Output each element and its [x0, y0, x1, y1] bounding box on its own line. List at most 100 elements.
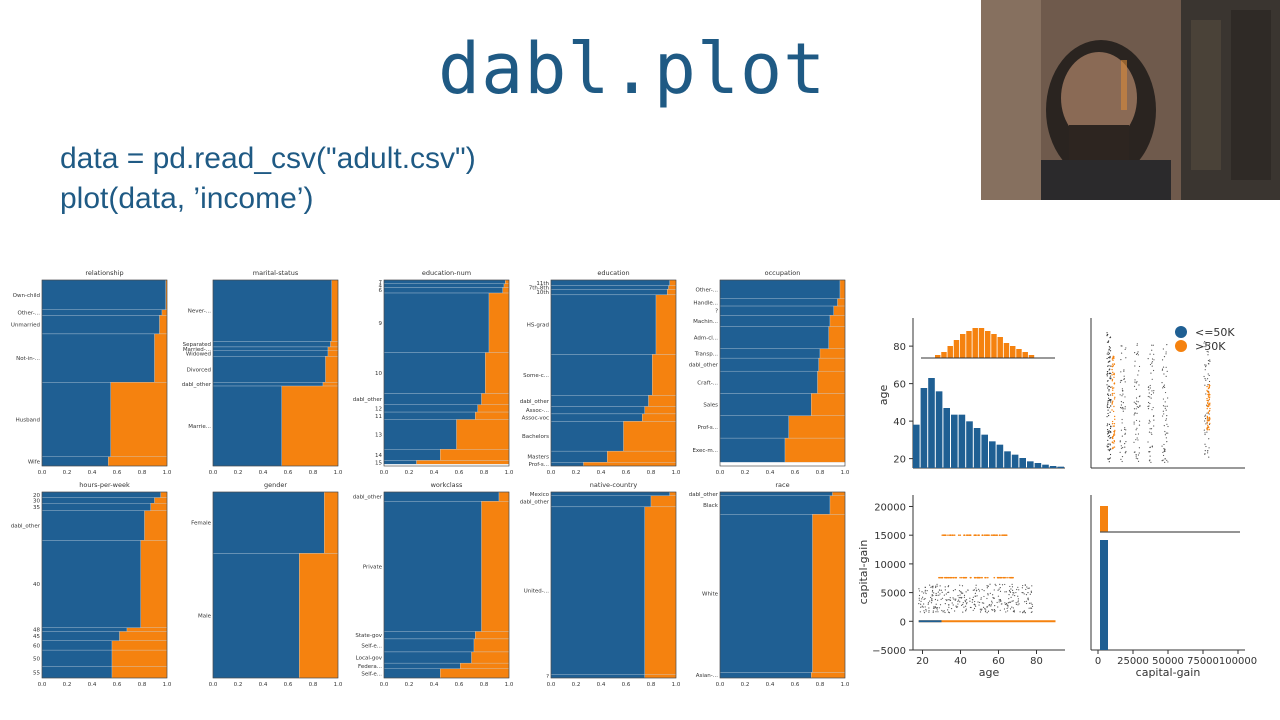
- legend: <=50K >50K: [1175, 326, 1235, 353]
- mosaic-bar-blue: [550, 450, 608, 463]
- scatter-point: [1009, 585, 1011, 588]
- scatter-point: [1122, 406, 1124, 409]
- scatter-point: [933, 592, 935, 594]
- scatter-point: [991, 602, 993, 604]
- mosaic-bar-blue: [383, 651, 472, 664]
- scatter-point: [1151, 433, 1153, 435]
- scatter-point: [1151, 344, 1153, 346]
- scatter-point: [955, 598, 957, 600]
- scatter-point: [975, 584, 977, 586]
- mosaic-bar-blue: [212, 341, 331, 348]
- scatter-point: [993, 589, 995, 591]
- scatter-point-orange: [1111, 436, 1114, 438]
- scatter-point: [1005, 591, 1008, 593]
- scatter-point: [1149, 446, 1151, 449]
- scatter-point: [1004, 591, 1006, 593]
- mosaic-plots: relationship Own-child Other-... Unmarried N…: [11, 269, 850, 688]
- mosaic-panel-race: race dabl_other Black White Asian-... 0.0 0.2 0…: [689, 481, 850, 688]
- scatter-point: [928, 607, 930, 609]
- scatter-point: [1133, 414, 1135, 416]
- scatter-point: [1139, 404, 1141, 407]
- mosaic-bar-orange: [322, 382, 339, 387]
- scatter-point: [1166, 415, 1168, 417]
- mosaic-category-label: dabl_other: [689, 492, 719, 498]
- scatter-point: [1108, 450, 1111, 452]
- scatter-point-orange: [949, 576, 951, 579]
- mosaic-bar-orange: [485, 352, 510, 394]
- scatter-point: [1133, 401, 1135, 403]
- mosaic-bar-blue: [719, 326, 829, 349]
- scatter-point: [1124, 348, 1126, 351]
- scatter-point: [934, 598, 937, 601]
- scatter-point: [1207, 351, 1209, 353]
- scatter-point: [973, 607, 976, 610]
- scatter-point: [1148, 460, 1151, 462]
- scatter-point: [961, 596, 963, 599]
- scatter-point: [1109, 347, 1111, 349]
- scatter-point: [1204, 443, 1206, 445]
- mosaic-bar-orange: [299, 553, 339, 679]
- scatter-point: [1161, 382, 1163, 384]
- scatter-point: [965, 599, 968, 601]
- mosaic-bar-blue: [550, 354, 653, 396]
- scatter-point: [1136, 344, 1138, 347]
- scatter-point: [954, 589, 956, 591]
- scatter-point: [1151, 445, 1153, 447]
- mosaic-category-label: dabl_other: [520, 399, 550, 405]
- mosaic-bar-orange: [471, 651, 510, 664]
- scatter-point-orange: [1208, 396, 1211, 398]
- mosaic-bar-orange: [111, 649, 168, 667]
- scatter-point: [1207, 359, 1210, 362]
- scatter-point: [1134, 412, 1136, 414]
- scatter-point-orange: [1208, 429, 1210, 431]
- scatter-point: [999, 598, 1001, 601]
- age-x-tick: 20: [916, 656, 929, 667]
- scatter-point: [930, 586, 932, 588]
- code-line-read-csv: data = pd.read_csv("adult.csv"): [60, 142, 476, 175]
- scatter-point: [962, 611, 964, 613]
- mosaic-bar-orange: [111, 640, 168, 651]
- mosaic-bar-orange: [327, 346, 339, 351]
- mosaic-bar-blue: [41, 497, 155, 504]
- mosaic-x-tick: 0.4: [259, 682, 268, 688]
- scatter-point: [1017, 600, 1019, 602]
- scatter-point-orange: [1207, 402, 1209, 405]
- mosaic-bar-blue: [212, 279, 332, 342]
- scatter-point: [1134, 352, 1136, 354]
- scatter-point: [1012, 594, 1014, 596]
- mosaic-bar-orange: [331, 279, 339, 342]
- scatter-point: [927, 603, 929, 605]
- scatter-point: [1204, 364, 1206, 366]
- scatter-point: [1125, 450, 1127, 453]
- scatter-point: [1205, 364, 1207, 366]
- scatter-point: [1204, 369, 1206, 371]
- scatter-point: [1153, 390, 1155, 392]
- scatter-point-orange: [1111, 365, 1114, 368]
- scatter-point: [963, 594, 966, 596]
- mosaic-bar-orange: [811, 672, 846, 679]
- scatter-point: [1152, 369, 1155, 372]
- scatter-point: [941, 609, 943, 612]
- mosaic-bar-orange: [150, 503, 168, 511]
- mosaic-bar-blue: [212, 356, 326, 383]
- mosaic-bar-blue: [719, 305, 834, 316]
- scatter-point-orange: [1113, 387, 1115, 389]
- scatter-point: [982, 606, 985, 608]
- age-hist-bar-orange: [947, 346, 953, 358]
- scatter-point: [1122, 402, 1124, 404]
- scatter-point: [1133, 423, 1135, 425]
- mosaic-category-label: Bachelors: [522, 434, 549, 440]
- mosaic-bar-orange: [819, 348, 846, 359]
- age-hist-bar-orange: [1022, 352, 1028, 358]
- scatter-point: [1203, 345, 1205, 348]
- mosaic-bar-blue: [383, 419, 457, 450]
- scatter-point: [1110, 386, 1112, 388]
- scatter-point: [1109, 372, 1111, 374]
- mosaic-bar-orange: [623, 421, 677, 452]
- scatter-point: [1124, 396, 1126, 398]
- scatter-point: [1027, 597, 1029, 599]
- scatter-point: [948, 606, 950, 608]
- scatter-point: [1109, 368, 1111, 370]
- scatter-point: [1138, 424, 1141, 426]
- mosaic-category-label: 4: [379, 284, 383, 290]
